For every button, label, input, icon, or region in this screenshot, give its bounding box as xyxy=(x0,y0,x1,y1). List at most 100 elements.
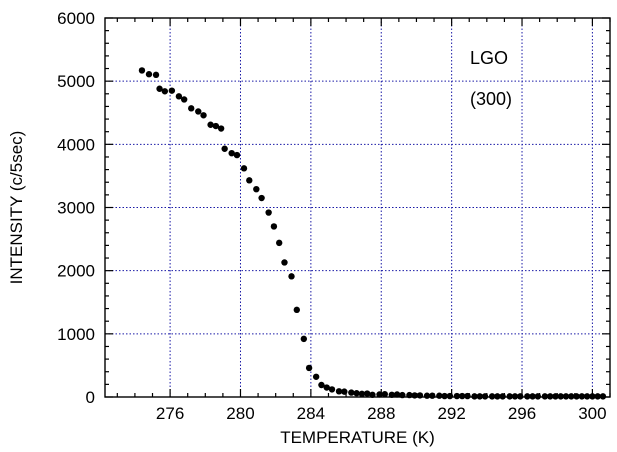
data-point xyxy=(499,393,506,400)
data-point xyxy=(288,273,295,280)
data-point xyxy=(476,393,483,400)
annotation-reflection-index: (300) xyxy=(470,89,512,109)
data-point xyxy=(180,96,188,103)
data-point xyxy=(464,392,471,400)
data-point xyxy=(138,67,146,74)
data-point xyxy=(568,393,575,400)
x-tick-label: 284 xyxy=(297,404,325,423)
data-point xyxy=(353,390,360,397)
data-point xyxy=(494,393,501,400)
data-point xyxy=(506,393,513,400)
data-point xyxy=(161,88,169,95)
data-point xyxy=(188,105,195,112)
data-point xyxy=(195,108,202,115)
data-point xyxy=(453,392,461,400)
data-point xyxy=(152,71,160,79)
data-point xyxy=(441,392,448,400)
data-point xyxy=(270,223,278,230)
data-point xyxy=(578,393,586,400)
data-point xyxy=(300,335,308,343)
annotation-sample-name: LGO xyxy=(470,48,508,68)
data-point xyxy=(228,149,235,157)
data-point xyxy=(175,93,183,100)
data-point xyxy=(488,393,496,400)
data-point xyxy=(212,122,220,130)
data-point xyxy=(328,386,336,393)
data-point xyxy=(589,393,596,400)
y-tick-label: 0 xyxy=(86,388,95,407)
data-point xyxy=(335,388,343,395)
data-point xyxy=(517,393,524,400)
data-point xyxy=(341,388,348,395)
data-point xyxy=(529,393,536,400)
data-point xyxy=(258,194,265,202)
x-tick-label: 292 xyxy=(437,404,465,423)
x-tick-label: 288 xyxy=(367,404,395,423)
data-point xyxy=(411,392,418,399)
tick-labels: 276 280 284 288 292 296 3000100020003000400050… xyxy=(57,9,606,423)
data-point xyxy=(358,390,366,398)
data-point xyxy=(393,391,401,398)
data-point xyxy=(388,391,396,398)
y-axis-title: INTENSITY (c/5sec) xyxy=(7,131,26,285)
data-point xyxy=(573,393,580,400)
data-point xyxy=(217,125,225,132)
data-point xyxy=(458,392,466,400)
data-point xyxy=(423,392,431,399)
data-point xyxy=(318,381,325,389)
data-point xyxy=(552,393,559,400)
data-point xyxy=(240,165,248,172)
x-tick-label: 280 xyxy=(226,404,254,423)
data-point xyxy=(348,389,355,396)
data-point xyxy=(562,393,570,400)
y-tick-label: 3000 xyxy=(57,199,95,218)
y-tick-label: 6000 xyxy=(57,9,95,28)
data-point xyxy=(546,393,554,400)
axis-ticks xyxy=(105,17,611,398)
data-point xyxy=(416,392,424,399)
data-point xyxy=(381,390,388,398)
data-point xyxy=(429,392,436,399)
data-point xyxy=(541,393,549,400)
data-point xyxy=(399,391,406,399)
x-tick-label: 300 xyxy=(578,404,606,423)
data-point xyxy=(406,391,413,399)
data-point xyxy=(275,239,283,247)
data-point xyxy=(599,393,607,400)
y-tick-label: 1000 xyxy=(57,325,95,344)
data-point xyxy=(511,393,519,400)
data-point xyxy=(221,145,228,152)
data-points xyxy=(138,67,607,400)
data-point xyxy=(376,391,383,398)
data-point xyxy=(305,364,313,372)
data-point xyxy=(233,151,241,159)
y-tick-label: 4000 xyxy=(57,135,95,154)
x-tick-label: 276 xyxy=(156,404,184,423)
y-tick-label: 2000 xyxy=(57,262,95,281)
data-point xyxy=(436,392,443,399)
data-point xyxy=(281,259,288,266)
data-point xyxy=(156,85,163,92)
data-point xyxy=(145,71,153,78)
data-point xyxy=(557,393,564,400)
data-point xyxy=(207,121,214,128)
data-point xyxy=(265,209,272,216)
data-point xyxy=(471,393,478,400)
data-point xyxy=(481,393,489,400)
data-point xyxy=(323,384,330,391)
data-point xyxy=(246,177,253,184)
data-point xyxy=(594,393,601,400)
x-tick-label: 296 xyxy=(508,404,536,423)
data-point xyxy=(168,87,176,94)
data-point xyxy=(524,393,531,400)
data-point xyxy=(200,112,207,119)
data-point xyxy=(534,393,542,400)
data-point xyxy=(312,373,320,380)
data-point xyxy=(446,392,454,400)
grid-lines xyxy=(105,18,610,397)
data-point xyxy=(363,390,371,397)
data-point xyxy=(369,391,376,398)
data-point xyxy=(253,185,260,193)
x-axis-title: TEMPERATURE (K) xyxy=(280,428,435,447)
